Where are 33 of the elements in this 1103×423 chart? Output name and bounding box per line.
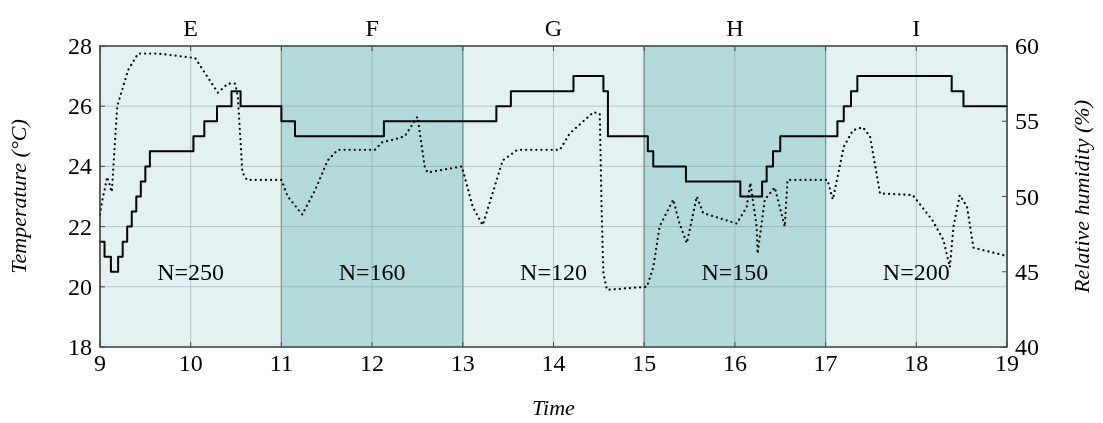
x-tick-label: 11	[269, 350, 293, 376]
band-label: E	[183, 15, 199, 41]
y-tick-label: 26	[68, 93, 92, 120]
band-label: G	[544, 15, 563, 41]
y2-tick-label: 55	[1015, 108, 1039, 135]
x-tick-label: 12	[360, 350, 385, 376]
x-tick-label: 14	[541, 350, 566, 376]
x-tick-label: 15	[632, 350, 657, 376]
x-tick-label: 9	[94, 350, 106, 376]
x-tick-label: 17	[813, 350, 838, 376]
annotation: N=150	[701, 258, 769, 285]
y2-tick-label: 60	[1015, 33, 1039, 59]
annotation: N=250	[157, 258, 225, 285]
annotation: N=160	[338, 258, 406, 285]
band-label: F	[365, 15, 379, 41]
x-tick-label: 13	[450, 350, 475, 376]
y2-tick-label: 45	[1015, 258, 1039, 285]
x-tick-label: 16	[722, 350, 747, 376]
y2-axis-title: Relative humidity (%)	[1069, 99, 1094, 295]
annotation: N=200	[882, 258, 950, 285]
annotation: N=120	[520, 258, 587, 285]
y-tick-label: 18	[68, 334, 92, 360]
y-tick-label: 22	[68, 213, 92, 240]
x-tick-label: 18	[904, 350, 929, 376]
y-tick-label: 20	[68, 273, 92, 300]
band-label: I	[912, 15, 921, 41]
y-axis-title: Temperature (°C)	[6, 119, 31, 274]
x-axis-title: Time	[532, 395, 576, 420]
band-label: H	[726, 15, 744, 41]
y-tick-label: 28	[68, 33, 92, 59]
y2-tick-label: 50	[1015, 183, 1039, 210]
x-tick-label: 10	[178, 350, 203, 376]
y-tick-label: 24	[68, 153, 92, 180]
